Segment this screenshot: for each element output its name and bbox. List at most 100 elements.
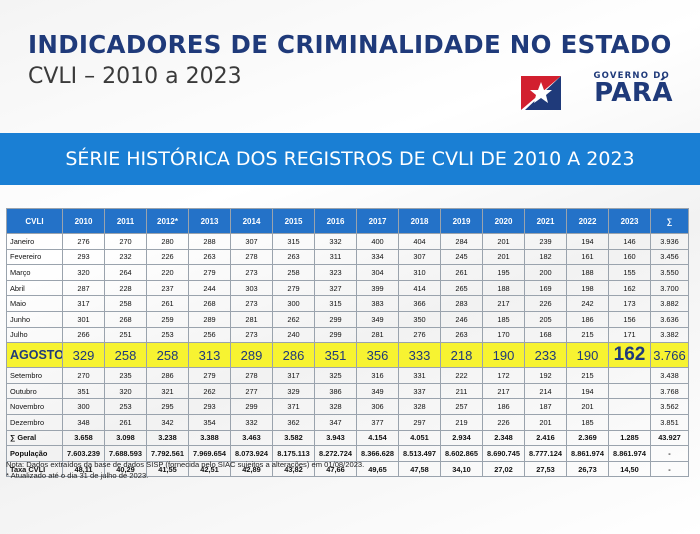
table-cell: 198 <box>566 279 609 297</box>
table-cell: 349 <box>356 310 399 328</box>
table-cell: 190 <box>482 342 525 369</box>
table-cell: 218 <box>440 342 483 369</box>
table-cell: 192 <box>524 367 567 384</box>
table-row: Novembro 300 253 295 293 299 371 328 306 328 257 18… <box>6 398 689 415</box>
table-cell: 226 <box>482 413 525 431</box>
table-cell: 293 <box>62 248 105 266</box>
table-cell: 333 <box>398 342 441 369</box>
table-cell: 317 <box>272 367 315 384</box>
table-cell: 245 <box>440 248 483 266</box>
table-cell: 311 <box>314 248 357 266</box>
table-cell: 217 <box>482 382 525 400</box>
table-cell: 258 <box>146 342 189 369</box>
table-cell: 8.513.497 <box>398 445 441 462</box>
table-cell: 270 <box>62 367 105 384</box>
row-label: Maio <box>6 295 63 312</box>
table-cell: 253 <box>146 326 189 344</box>
column-header-label: CVLI <box>6 208 63 234</box>
table-cell: 371 <box>272 398 315 415</box>
column-header: 2014 <box>230 208 273 234</box>
table-cell: 297 <box>398 413 441 431</box>
table-cell: 182 <box>524 248 567 266</box>
table-cell: 3.768 <box>650 382 689 400</box>
table-cell: 279 <box>188 367 231 384</box>
table-cell: 293 <box>188 398 231 415</box>
table-cell: 246 <box>440 310 483 328</box>
table-cell: 3.438 <box>650 367 689 384</box>
table-cell: 331 <box>398 367 441 384</box>
table-header-row: CVLI 2010 2011 2012* 2013 2014 2015 2016 2017 201… <box>6 208 689 234</box>
table-cell: 237 <box>146 279 189 297</box>
table-cell: 201 <box>482 233 525 250</box>
table-cell: 7.688.593 <box>104 445 147 462</box>
table-cell: 321 <box>146 382 189 400</box>
table-cell: 239 <box>524 233 567 250</box>
table-cell: 160 <box>608 248 651 266</box>
table-cell: 217 <box>482 295 525 312</box>
note-source: Nota: Dados extraídos da base de dados S… <box>6 460 365 469</box>
table-cell: 170 <box>482 326 525 344</box>
table-cell: 7.792.561 <box>146 445 189 462</box>
table-cell: 349 <box>356 382 399 400</box>
table-cell: 329 <box>272 382 315 400</box>
table-cell: 342 <box>146 413 189 431</box>
table-cell: 8.777.124 <box>524 445 567 462</box>
table-cell: 215 <box>566 367 609 384</box>
table-cell: 307 <box>230 233 273 250</box>
table-cell: 315 <box>272 233 315 250</box>
table-row: Taxa CVLI 48,11 40,29 41,55 42,51 42,89 43,82 4… <box>6 460 689 478</box>
table-cell: 8.272.724 <box>314 445 357 462</box>
table-cell: 188 <box>566 264 609 281</box>
row-label: Outubro <box>6 382 63 400</box>
table-cell: - <box>650 445 689 462</box>
table-cell: 287 <box>62 279 105 297</box>
table-cell: 337 <box>398 382 441 400</box>
table-cell: 279 <box>272 279 315 297</box>
logo-top-text: GOVERNO DO <box>593 71 670 81</box>
column-header: ∑ <box>650 208 689 234</box>
table-cell: 268 <box>104 310 147 328</box>
table-cell: 205 <box>524 310 567 328</box>
table-cell: 327 <box>314 279 357 297</box>
table-cell: 258 <box>104 295 147 312</box>
table-cell: 3.388 <box>188 429 231 447</box>
table-cell: 3.562 <box>650 398 689 415</box>
table-cell: 265 <box>440 279 483 297</box>
table-cell: 288 <box>188 233 231 250</box>
table-cell: 256 <box>188 326 231 344</box>
table-cell: 242 <box>566 295 609 312</box>
table-cell: 226 <box>524 295 567 312</box>
table-cell: 244 <box>188 279 231 297</box>
table-cell: 283 <box>440 295 483 312</box>
table-cell: 171 <box>608 326 651 344</box>
column-header: 2015 <box>272 208 315 234</box>
table-cell: 329 <box>62 342 105 369</box>
table-cell: 257 <box>440 398 483 415</box>
table-cell: 295 <box>146 398 189 415</box>
table-cell: 253 <box>104 398 147 415</box>
table-cell: 313 <box>188 342 231 369</box>
table-cell: 268 <box>188 295 231 312</box>
column-header: 2019 <box>440 208 483 234</box>
table-cell: 263 <box>272 248 315 266</box>
table-cell: 264 <box>104 264 147 281</box>
logo-main-text: PARÁ <box>594 78 673 108</box>
table-cell: 190 <box>566 342 609 369</box>
row-label: ∑ Geral <box>6 429 63 447</box>
page-subtitle: CVLI – 2010 a 2023 <box>28 64 242 89</box>
table-cell: 200 <box>524 264 567 281</box>
table-cell: 3.936 <box>650 233 689 250</box>
table-cell: 261 <box>146 295 189 312</box>
table-cell: 310 <box>398 264 441 281</box>
table-cell: 3.463 <box>230 429 273 447</box>
table-cell: 366 <box>398 295 441 312</box>
table-cell: 27,02 <box>482 460 525 478</box>
table-cell <box>608 367 651 384</box>
table-cell: 262 <box>272 310 315 328</box>
table-cell: 258 <box>104 342 147 369</box>
column-header: 2013 <box>188 208 231 234</box>
table-cell: 232 <box>104 248 147 266</box>
table-cell: 3.382 <box>650 326 689 344</box>
table-cell: 304 <box>356 264 399 281</box>
table-cell: 214 <box>524 382 567 400</box>
